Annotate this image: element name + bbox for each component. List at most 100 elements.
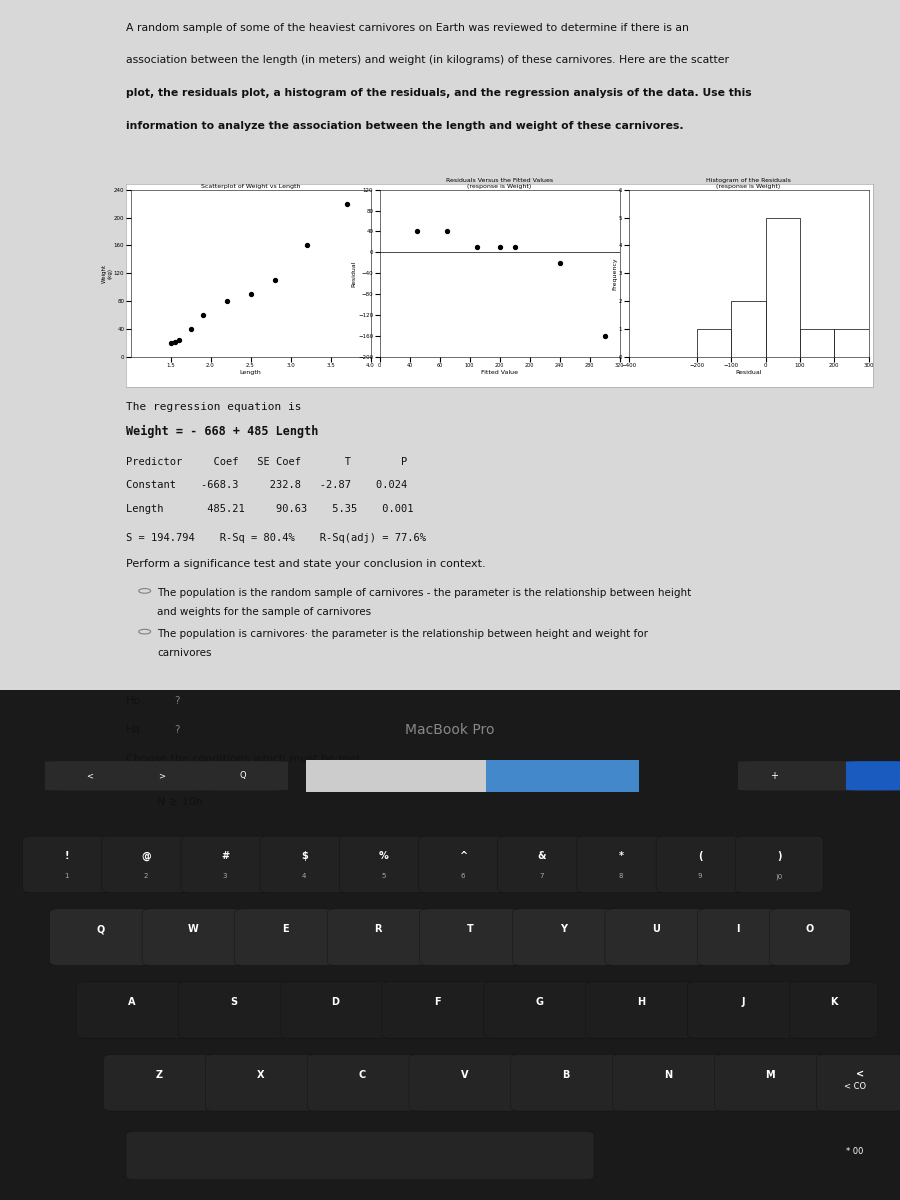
FancyBboxPatch shape xyxy=(339,836,428,893)
Point xyxy=(470,238,484,257)
Text: V: V xyxy=(461,1069,468,1080)
Title: Residuals Versus the Fitted Values
(response is Weight): Residuals Versus the Fitted Values (resp… xyxy=(446,178,554,188)
FancyBboxPatch shape xyxy=(577,836,665,893)
Text: Predictor     Coef   SE Coef       T        P: Predictor Coef SE Coef T P xyxy=(126,457,407,467)
Text: H: H xyxy=(637,997,645,1007)
Text: I: I xyxy=(736,924,740,934)
Text: @: @ xyxy=(141,851,150,862)
Point xyxy=(167,332,182,352)
Point xyxy=(163,334,177,353)
Text: <: < xyxy=(86,772,94,780)
Text: Q: Q xyxy=(239,772,247,780)
FancyBboxPatch shape xyxy=(50,908,151,966)
FancyBboxPatch shape xyxy=(484,982,595,1038)
Point xyxy=(410,222,424,241)
Text: 1: 1 xyxy=(65,874,68,880)
Text: M: M xyxy=(765,1069,775,1080)
Text: +: + xyxy=(770,770,778,781)
Text: The population is carnivores· the parameter is the relationship between height a: The population is carnivores· the parame… xyxy=(158,629,648,638)
FancyBboxPatch shape xyxy=(142,908,244,966)
Text: >: > xyxy=(158,772,166,780)
FancyBboxPatch shape xyxy=(613,1055,724,1111)
FancyBboxPatch shape xyxy=(198,761,288,791)
Text: N: N xyxy=(664,1069,672,1080)
Point xyxy=(184,319,198,338)
FancyBboxPatch shape xyxy=(307,1055,418,1111)
Text: n(1 – p) ≥ 10: n(1 – p) ≥ 10 xyxy=(158,778,230,787)
FancyBboxPatch shape xyxy=(418,836,507,893)
Text: S: S xyxy=(230,997,238,1007)
FancyBboxPatch shape xyxy=(212,725,291,742)
Point xyxy=(508,238,522,257)
FancyBboxPatch shape xyxy=(212,696,291,713)
FancyBboxPatch shape xyxy=(498,836,586,893)
X-axis label: Residual: Residual xyxy=(735,370,761,374)
Text: Ha:: Ha: xyxy=(126,725,145,734)
Text: < CO: < CO xyxy=(844,1082,866,1091)
FancyBboxPatch shape xyxy=(419,908,521,966)
Point xyxy=(300,236,314,256)
Text: N ≥ 10n: N ≥ 10n xyxy=(158,798,203,808)
Text: A random sample of some of the heaviest carnivores on Earth was reviewed to dete: A random sample of some of the heaviest … xyxy=(126,23,688,32)
Text: Perform a significance test and state your conclusion in context.: Perform a significance test and state yo… xyxy=(126,559,486,569)
Text: K: K xyxy=(830,997,837,1007)
FancyBboxPatch shape xyxy=(205,1055,316,1111)
FancyBboxPatch shape xyxy=(770,908,850,966)
FancyBboxPatch shape xyxy=(486,760,639,792)
Text: information to analyze the association between the length and weight of these ca: information to analyze the association b… xyxy=(126,120,684,131)
FancyBboxPatch shape xyxy=(789,982,877,1038)
Text: 3: 3 xyxy=(223,874,227,880)
Text: Z: Z xyxy=(156,1069,163,1080)
Title: Histogram of the Residuals
(response is Weight): Histogram of the Residuals (response is … xyxy=(706,178,791,188)
FancyBboxPatch shape xyxy=(76,982,187,1038)
FancyBboxPatch shape xyxy=(260,836,348,893)
Point xyxy=(267,271,282,290)
Point xyxy=(339,194,354,214)
Point xyxy=(492,238,507,257)
Text: ?: ? xyxy=(175,696,180,706)
FancyBboxPatch shape xyxy=(187,696,212,713)
FancyBboxPatch shape xyxy=(735,836,824,893)
Text: ): ) xyxy=(777,851,781,862)
Text: association between the length (in meters) and weight (in kilograms) of these ca: association between the length (in meter… xyxy=(126,55,729,66)
Text: $: $ xyxy=(301,851,308,862)
Text: #: # xyxy=(220,851,230,862)
Text: D: D xyxy=(331,997,339,1007)
Text: 4: 4 xyxy=(302,874,306,880)
FancyBboxPatch shape xyxy=(605,908,706,966)
Text: J: J xyxy=(741,997,744,1007)
Text: ^: ^ xyxy=(458,851,467,862)
FancyBboxPatch shape xyxy=(102,836,190,893)
Text: Ho:: Ho: xyxy=(126,696,145,706)
FancyBboxPatch shape xyxy=(512,908,614,966)
FancyBboxPatch shape xyxy=(688,982,798,1038)
Text: !: ! xyxy=(65,851,68,862)
FancyBboxPatch shape xyxy=(382,982,493,1038)
Text: 6: 6 xyxy=(461,874,465,880)
FancyBboxPatch shape xyxy=(22,836,111,893)
Text: 2: 2 xyxy=(144,874,148,880)
FancyBboxPatch shape xyxy=(792,761,864,791)
Text: F: F xyxy=(434,997,441,1007)
FancyBboxPatch shape xyxy=(126,1132,594,1180)
Text: Q: Q xyxy=(96,924,104,934)
FancyBboxPatch shape xyxy=(738,761,810,791)
FancyBboxPatch shape xyxy=(328,908,428,966)
Point xyxy=(220,292,234,311)
FancyBboxPatch shape xyxy=(715,1055,825,1111)
Text: <: < xyxy=(856,1069,865,1080)
X-axis label: Length: Length xyxy=(239,370,261,374)
Text: B: B xyxy=(562,1069,570,1080)
Bar xyxy=(834,329,868,358)
FancyBboxPatch shape xyxy=(187,725,212,742)
Text: plot, the residuals plot, a histogram of the residuals, and the regression analy: plot, the residuals plot, a histogram of… xyxy=(126,88,752,98)
FancyBboxPatch shape xyxy=(656,836,744,893)
X-axis label: Fitted Value: Fitted Value xyxy=(481,370,518,374)
Text: ?: ? xyxy=(175,725,180,734)
Y-axis label: Weight
(kg): Weight (kg) xyxy=(102,264,112,283)
Point xyxy=(598,326,612,346)
FancyBboxPatch shape xyxy=(138,768,155,782)
FancyBboxPatch shape xyxy=(45,761,135,791)
Text: 9: 9 xyxy=(698,874,702,880)
Text: (: ( xyxy=(698,851,702,862)
